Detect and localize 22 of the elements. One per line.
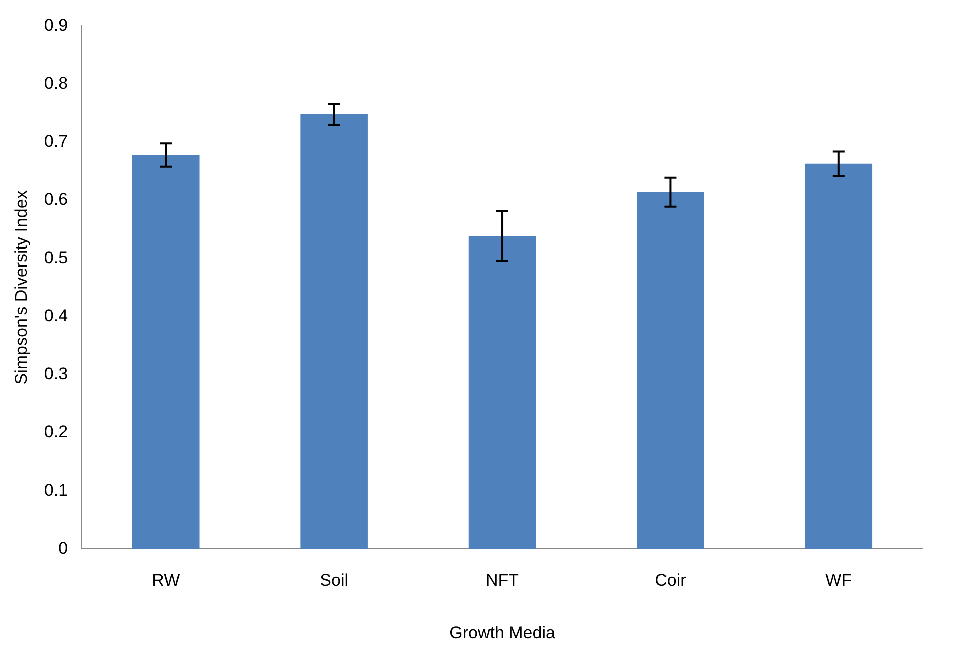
bar: [805, 164, 873, 550]
y-tick-label: 0.1: [44, 480, 68, 500]
y-tick-label: 0.4: [44, 306, 68, 326]
x-tick-label: NFT: [486, 571, 520, 590]
x-tick-label: Soil: [320, 571, 348, 590]
y-tick-label: 0.2: [44, 422, 68, 442]
y-tick-label: 0.6: [44, 190, 68, 210]
bar: [637, 192, 704, 550]
x-tick-label: WF: [826, 571, 852, 590]
bar: [468, 236, 536, 550]
x-tick-label: Coir: [655, 571, 687, 590]
y-tick-label: 0.7: [44, 132, 68, 152]
y-tick-label: 0: [58, 538, 68, 558]
bar: [300, 114, 368, 550]
y-tick-label: 0.9: [44, 16, 68, 35]
y-tick-label: 0.3: [44, 364, 68, 384]
y-tick-label: 0.8: [44, 74, 68, 93]
y-tick-label: 0.5: [44, 248, 68, 268]
y-axis-title: Simpson's Diversity Index: [12, 190, 31, 385]
bar: [132, 155, 200, 550]
x-axis-title: Growth Media: [450, 623, 556, 642]
x-tick-label: RW: [152, 571, 180, 590]
